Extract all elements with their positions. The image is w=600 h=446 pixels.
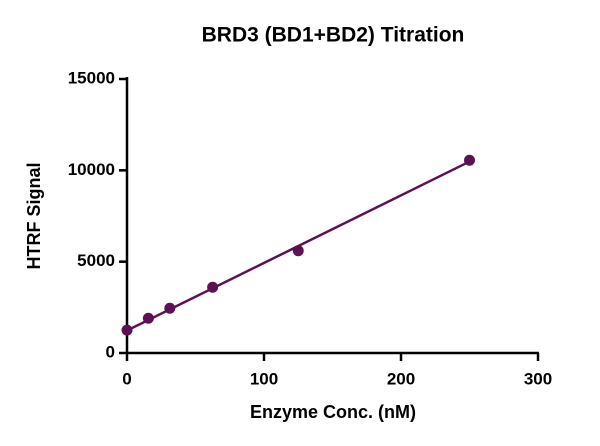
- x-tick-label: 100: [250, 369, 278, 388]
- point: [121, 324, 133, 336]
- y-tick-label: 0: [106, 342, 115, 361]
- y-axis-title: HTRF Signal: [24, 163, 44, 270]
- x-tick-label: 0: [122, 369, 131, 388]
- y-tick-label: 10000: [68, 160, 115, 179]
- point: [207, 281, 219, 293]
- y-tick-label: 5000: [77, 251, 115, 270]
- x-axis-title: Enzyme Conc. (nM): [250, 402, 416, 422]
- x-tick-label: 200: [387, 369, 415, 388]
- chart-title: BRD3 (BD1+BD2) Titration: [202, 24, 465, 47]
- point: [292, 245, 304, 257]
- point: [142, 312, 154, 324]
- point: [464, 154, 475, 166]
- point: [164, 302, 176, 314]
- x-tick-label: 300: [524, 369, 552, 388]
- y-tick-label: 15000: [68, 68, 115, 87]
